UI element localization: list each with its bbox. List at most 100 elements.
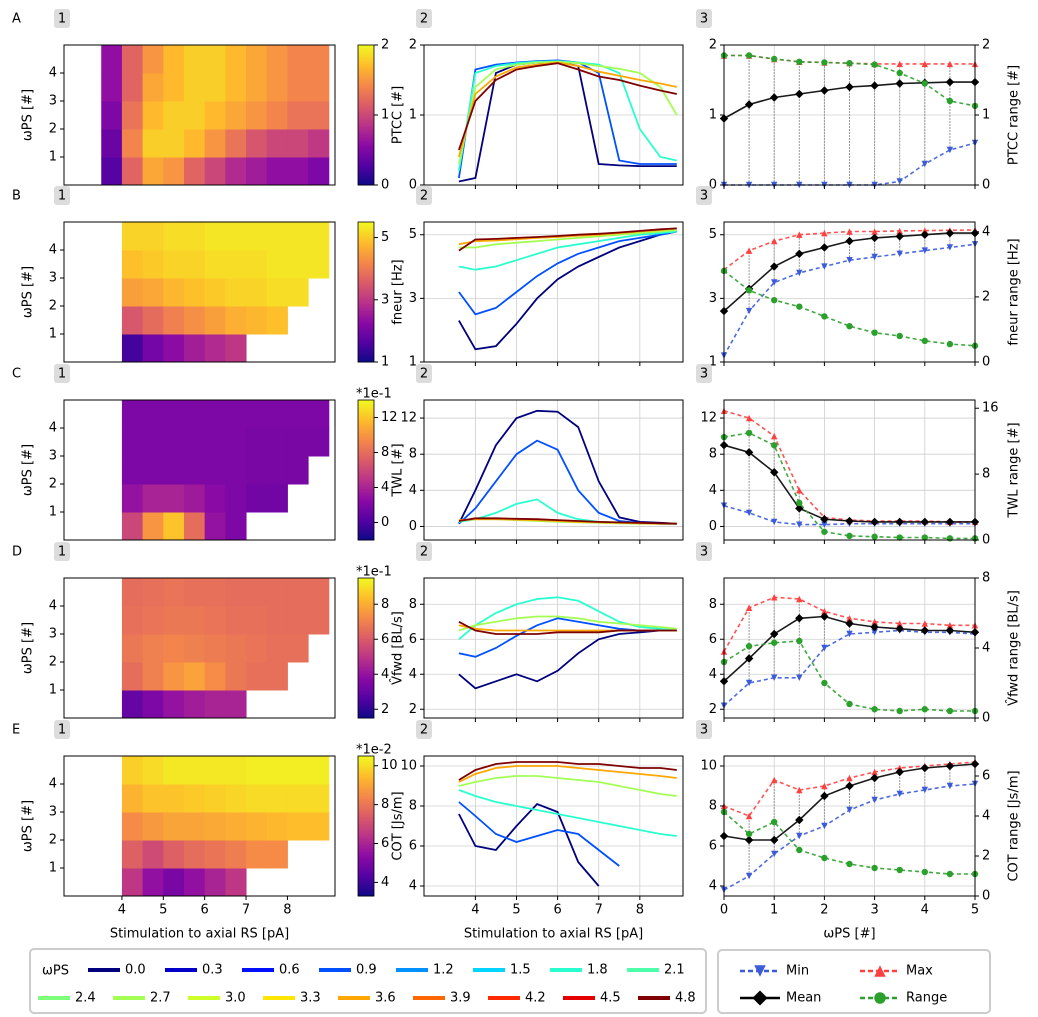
y-tick-label: 8 [409, 597, 417, 612]
heat-cell [121, 73, 144, 102]
marker [945, 77, 955, 87]
colorbar-strip [358, 671, 374, 675]
y2-axis-label: PTCC range [#] [1007, 65, 1022, 165]
marker [745, 414, 753, 422]
marker [921, 60, 928, 68]
colorbar-strip [358, 886, 374, 890]
colorbar-strip [358, 603, 374, 607]
panel-number-box [54, 542, 70, 561]
colorbar-strip [358, 460, 374, 464]
colorbar-strip [358, 47, 374, 51]
heat-cell [163, 484, 185, 513]
colorbar-strip [358, 620, 374, 623]
marker [821, 313, 828, 320]
legend-box [717, 949, 991, 1014]
series-line [458, 60, 677, 172]
marker [771, 818, 778, 826]
heat-cell [163, 222, 185, 251]
colorbar-strip [358, 103, 374, 107]
colorbar-strip [358, 164, 374, 167]
colorbar-strip [358, 606, 374, 609]
y-axis-label: TWL [#] [391, 443, 406, 497]
series-line [458, 765, 677, 783]
colorbar-strip [358, 629, 374, 633]
series-line [458, 801, 620, 867]
colorbar-strip [358, 306, 374, 309]
y-tick-label: 8 [409, 447, 417, 462]
colorbar-strip [358, 610, 374, 614]
heat-cell [183, 400, 206, 429]
y2-tick-label: 0 [982, 711, 990, 726]
marker [771, 279, 778, 286]
colorbar-scale: *1e-1 [356, 387, 392, 402]
y-tick-label: 2 [49, 655, 57, 670]
heat-cell [287, 784, 309, 813]
colorbar-strip [358, 435, 374, 438]
marker [871, 768, 878, 776]
legend-label: 0.6 [279, 963, 300, 978]
marker [771, 639, 778, 646]
heat-cell [163, 634, 185, 663]
colorbar-strip [358, 168, 374, 172]
colorbar-strip [358, 414, 374, 417]
heat-cell [183, 662, 206, 691]
heat-cell [142, 868, 164, 897]
marker [846, 228, 853, 235]
heat-cell [121, 157, 144, 186]
colorbar-strip [358, 641, 374, 644]
heat-cell [246, 784, 268, 813]
marker [871, 61, 878, 68]
marker [874, 965, 886, 977]
colorbar-strip [358, 423, 374, 427]
series-line [723, 629, 976, 707]
colorbar-strip [358, 587, 374, 591]
colorbar-strip [358, 498, 374, 501]
y-tick-label: 10 [700, 759, 717, 774]
marker [846, 256, 853, 264]
heat-cell [287, 129, 309, 158]
marker [896, 332, 903, 340]
colorbar-frame [357, 399, 375, 541]
marker [821, 59, 828, 66]
y-axis-label: ωPS [#] [21, 266, 36, 318]
heat-cell [225, 428, 247, 457]
colorbar-strip [358, 819, 374, 822]
heat-cell [287, 222, 309, 251]
colorbar-strip [358, 585, 374, 588]
marker [896, 534, 903, 541]
colorbar-strip [358, 91, 374, 95]
y-tick-label: 8 [709, 597, 717, 612]
panel-number: 3 [700, 545, 708, 560]
colorbar-strip [358, 882, 374, 885]
y-tick-label: 6 [409, 632, 417, 647]
y-axis-label: ωPS [#] [21, 444, 36, 496]
colorbar-tick-label: 10 [381, 758, 398, 773]
marker [796, 269, 803, 277]
heat-cell [142, 278, 164, 307]
heat-cell [225, 868, 247, 897]
series-line [458, 775, 677, 797]
y-tick-label: 0 [709, 519, 717, 534]
y-tick-label: 8 [409, 799, 417, 814]
heat-cell [308, 157, 330, 186]
colorbar-strip [358, 821, 374, 825]
y-tick-label: 2 [709, 702, 717, 717]
legend-label: Max [906, 964, 933, 979]
y-tick-label: 4 [49, 777, 57, 792]
heat-cell [163, 690, 185, 719]
heat-cell [183, 101, 206, 130]
heat-cell [266, 812, 288, 841]
marker [871, 706, 878, 713]
colorbar-strip [358, 830, 374, 834]
colorbar-strip [358, 861, 374, 864]
marker [920, 517, 929, 527]
y2-tick-label: 8 [982, 571, 990, 586]
marker [771, 432, 778, 440]
colorbar-strip [358, 516, 374, 520]
colorbar-strip [358, 685, 374, 689]
colorbar-strip [358, 816, 374, 820]
y-tick-label: 0 [409, 519, 417, 534]
colorbar-strip [358, 479, 374, 483]
heat-cell [183, 606, 206, 635]
x-axis-label: Stimulation to axial RS [pA] [110, 927, 289, 942]
